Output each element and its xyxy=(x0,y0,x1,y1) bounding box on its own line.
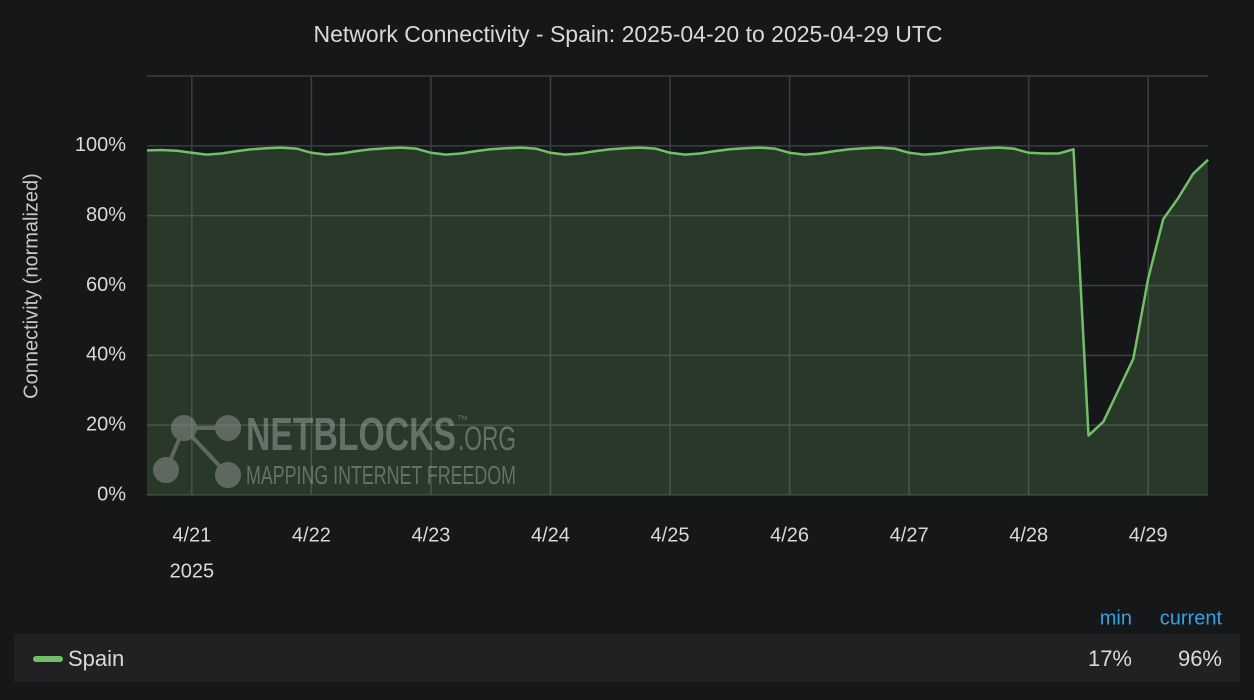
legend-stat-header: current xyxy=(1160,607,1223,629)
legend-label[interactable]: Spain xyxy=(68,646,124,671)
legend-stats: min 17% current 96% xyxy=(1088,607,1222,671)
watermark-tm: ™ xyxy=(457,414,468,426)
x-year-label: 2025 xyxy=(170,560,215,582)
x-tick-label: 4/29 xyxy=(1129,524,1168,546)
y-tick-label: 20% xyxy=(86,413,126,435)
y-tick-label: 0% xyxy=(97,483,126,505)
line xyxy=(146,146,1209,437)
legend-stat-value: 96% xyxy=(1178,646,1222,671)
watermark-logo xyxy=(153,415,241,488)
watermark-suffix: .ORG xyxy=(458,420,516,458)
legend-stat-value: 17% xyxy=(1088,646,1132,671)
x-tick-label: 4/25 xyxy=(651,524,690,546)
x-tick-label: 4/24 xyxy=(531,524,570,546)
x-tick-label: 4/23 xyxy=(411,524,450,546)
chart-title: Network Connectivity - Spain: 2025-04-20… xyxy=(314,21,943,47)
legend-stat-header: min xyxy=(1100,607,1132,629)
y-tick-label: 40% xyxy=(86,344,126,366)
x-tick-label: 4/27 xyxy=(890,524,929,546)
y-tick-label: 100% xyxy=(75,134,126,156)
watermark-tagline: MAPPING INTERNET FREEDOM xyxy=(246,460,516,490)
x-tick-label: 4/21 xyxy=(172,524,211,546)
x-tick-label: 4/28 xyxy=(1009,524,1048,546)
watermark: NETBLOCKS ™ .ORG MAPPING INTERNET FREEDO… xyxy=(153,408,516,490)
y-axis-label: Connectivity (normalized) xyxy=(20,173,42,399)
y-tick-label: 80% xyxy=(86,204,126,226)
x-tick-label: 4/26 xyxy=(770,524,809,546)
watermark-title: NETBLOCKS xyxy=(246,408,456,460)
plot-area: 0% 20% 40% 60% 80% 100% 4/21 2025 4/22 4/23 4/24 4/… xyxy=(75,75,1209,582)
x-tick-label: 4/22 xyxy=(292,524,331,546)
legend-row xyxy=(14,634,1240,682)
area xyxy=(147,147,1208,495)
y-tick-label: 60% xyxy=(86,274,126,296)
